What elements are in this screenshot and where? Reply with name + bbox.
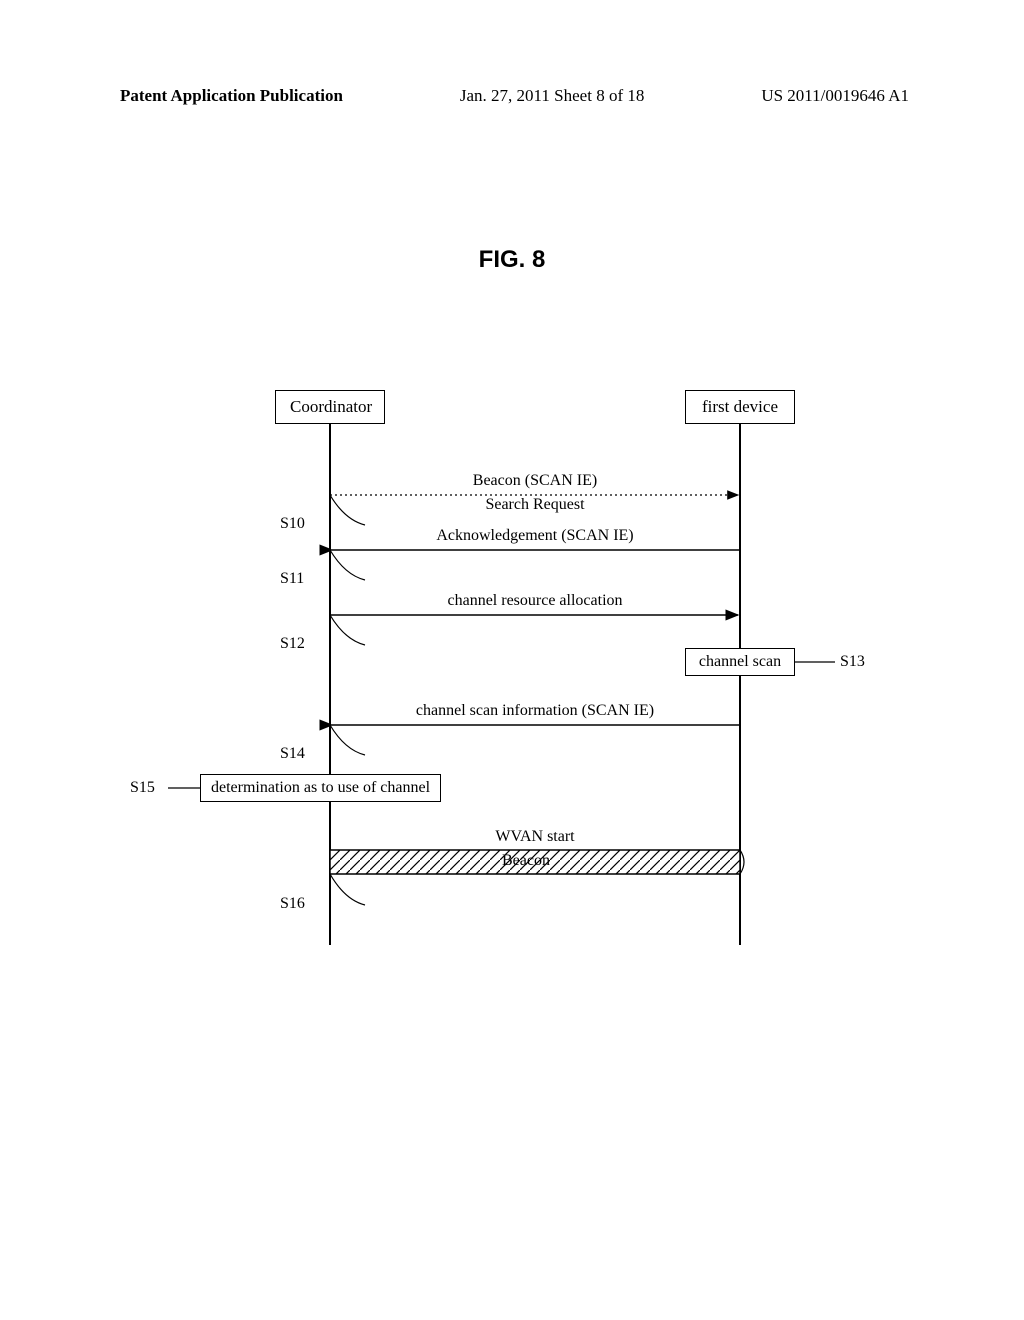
msg-beacon-scanie: Beacon (SCAN IE) <box>330 472 740 490</box>
process-determination: determination as to use of channel <box>200 774 441 802</box>
process-channel-scan: channel scan <box>685 648 795 676</box>
step-s12: S12 <box>280 635 305 653</box>
sequence-diagram: Coordinator first device <box>130 390 890 950</box>
msg-search-request: Search Request <box>330 496 740 514</box>
header-center: Jan. 27, 2011 Sheet 8 of 18 <box>460 86 644 106</box>
step-s16: S16 <box>280 895 305 913</box>
step-s15: S15 <box>130 779 155 797</box>
page-header: Patent Application Publication Jan. 27, … <box>0 86 1024 106</box>
step-s11: S11 <box>280 570 304 588</box>
msg-channel-scan-info: channel scan information (SCAN IE) <box>330 702 740 720</box>
msg-ack: Acknowledgement (SCAN IE) <box>330 527 740 545</box>
header-left: Patent Application Publication <box>120 86 343 106</box>
msg-wvan-start: WVAN start <box>330 828 740 846</box>
figure-title: FIG. 8 <box>0 246 1024 274</box>
header-right: US 2011/0019646 A1 <box>761 86 909 106</box>
msg-channel-alloc: channel resource allocation <box>330 592 740 610</box>
step-s14: S14 <box>280 745 305 763</box>
step-s13: S13 <box>840 653 865 671</box>
step-s10: S10 <box>280 515 305 533</box>
beacon-overlay-label: Beacon <box>502 852 550 870</box>
